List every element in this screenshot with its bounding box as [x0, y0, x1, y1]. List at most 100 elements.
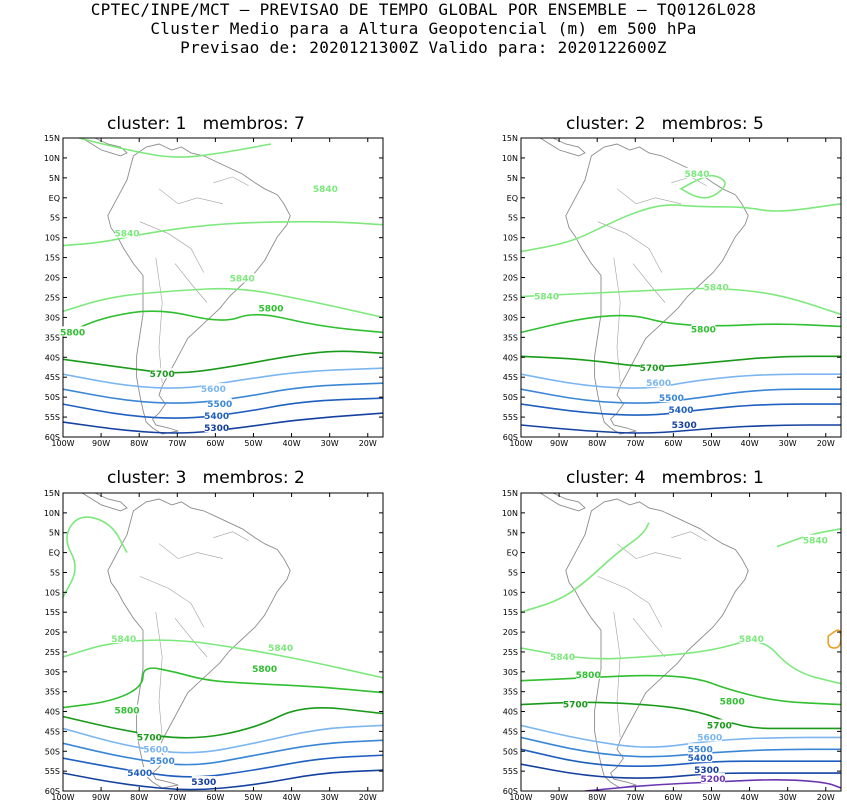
contour-label-bg	[204, 422, 229, 433]
contour-label-bg	[563, 698, 588, 709]
contour-label-bg	[576, 668, 601, 679]
contour-label-5700: 5700	[640, 364, 665, 374]
central-america-coast	[539, 493, 586, 512]
contour-label-5800: 5800	[114, 707, 139, 717]
lon-tick-label: 60W	[206, 793, 224, 802]
lat-tick-label: 10N	[44, 509, 60, 518]
country-border	[597, 221, 663, 273]
contour-5700	[63, 707, 383, 739]
lat-tick-label: 10S	[45, 588, 60, 597]
contour-label-bg	[127, 767, 152, 778]
contour-5500	[521, 388, 841, 404]
country-border	[613, 612, 621, 738]
contour-5840	[776, 528, 841, 548]
country-border	[613, 257, 621, 384]
contour-label-bg	[115, 227, 139, 238]
contour-label-5800: 5800	[252, 665, 277, 675]
contour-label-bg	[720, 695, 745, 706]
lat-tick-label: 5N	[507, 529, 518, 538]
contour-label-5800: 5800	[720, 698, 745, 708]
contour-5600	[63, 367, 383, 389]
contour-5800	[521, 314, 841, 334]
contour-label-5200: 5200	[700, 775, 725, 785]
contour-label-5840: 5840	[739, 635, 764, 645]
lon-tick-label: 50W	[702, 439, 720, 448]
country-border	[671, 531, 707, 541]
contour-label-5700: 5700	[137, 733, 162, 743]
lon-tick-label: 60W	[206, 439, 224, 448]
lat-tick-label: 15S	[503, 608, 518, 617]
coastline	[565, 498, 749, 789]
panel-title-cluster-1: cluster: 1 membros: 7	[107, 114, 305, 134]
map-frame	[62, 137, 384, 438]
country-border	[155, 612, 163, 738]
contour-label-5400: 5400	[127, 769, 152, 779]
lat-tick-label: 60S	[45, 433, 60, 442]
contour-label-5800: 5800	[258, 304, 283, 314]
contour-5300	[521, 424, 841, 434]
contour-5700	[63, 350, 383, 374]
lon-tick-label: 50W	[244, 439, 262, 448]
contour-label-5840: 5840	[313, 185, 338, 195]
lon-tick-label: 40W	[741, 793, 759, 802]
contour-5840	[63, 639, 383, 679]
contour-5400	[521, 748, 841, 767]
lon-tick-label: 70W	[626, 793, 644, 802]
lat-tick-label: 30S	[503, 668, 518, 677]
contour-5600	[521, 724, 841, 748]
contour-label-5500: 5500	[688, 745, 713, 755]
country-border	[213, 176, 249, 187]
contour-label-5840: 5840	[534, 292, 559, 302]
lon-tick-label: 80W	[588, 793, 606, 802]
lat-tick-label: 20S	[45, 274, 60, 283]
lat-tick-label: 15N	[44, 489, 60, 498]
country-border	[632, 263, 666, 303]
contour-5600	[521, 373, 841, 389]
contour-label-bg	[150, 755, 175, 766]
contour-label-bg	[207, 398, 232, 409]
contour-label-bg	[204, 410, 229, 421]
contour-label-bg	[252, 662, 277, 673]
lat-tick-label: 20S	[45, 628, 60, 637]
country-border	[155, 257, 163, 384]
country-border	[139, 576, 205, 628]
contour-5300	[63, 412, 383, 434]
contour-label-bg	[143, 743, 168, 754]
contour-label-bg	[685, 167, 709, 178]
contour-label-5600: 5600	[143, 745, 168, 755]
contour-5500	[521, 736, 841, 758]
lat-tick-label: 15S	[45, 608, 60, 617]
lat-tick-label: EQ	[507, 194, 518, 203]
country-border	[158, 188, 224, 205]
panel-title-cluster-4: cluster: 4 membros: 1	[566, 468, 764, 488]
contour-label-5840: 5840	[230, 275, 255, 285]
country-border	[616, 188, 682, 205]
lon-tick-label: 70W	[626, 439, 644, 448]
contour-label-bg	[111, 633, 136, 644]
lat-tick-label: 50S	[45, 393, 60, 402]
lon-tick-label: 20W	[359, 439, 377, 448]
central-america-coast	[539, 138, 586, 157]
contour-label-5400: 5400	[688, 754, 713, 764]
lon-tick-label: 30W	[321, 793, 339, 802]
contour-5840	[63, 287, 383, 319]
lon-tick-label: 30W	[779, 439, 797, 448]
lat-tick-label: 40S	[45, 353, 60, 362]
lat-tick-label: 5S	[50, 214, 60, 223]
lon-tick-label: 80W	[130, 439, 148, 448]
contour-label-bg	[640, 362, 665, 373]
lat-tick-label: 5S	[508, 568, 518, 577]
contour-label-bg	[701, 773, 725, 784]
contour-label-bg	[191, 776, 216, 787]
contour-label-5800: 5800	[691, 325, 716, 335]
header-line-1: CPTEC/INPE/MCT – PREVISAO DE TEMPO GLOBA…	[90, 0, 757, 19]
contour-5300	[521, 763, 841, 779]
contour-5800	[521, 674, 841, 706]
contour-5840	[63, 220, 383, 247]
contour-label-5400: 5400	[668, 406, 693, 416]
lon-tick-label: 60W	[664, 793, 682, 802]
lon-tick-label: 100W	[509, 793, 532, 802]
lat-tick-label: 20S	[503, 274, 518, 283]
contour-label-5300: 5300	[672, 421, 697, 431]
lat-tick-label: 10N	[502, 154, 518, 163]
